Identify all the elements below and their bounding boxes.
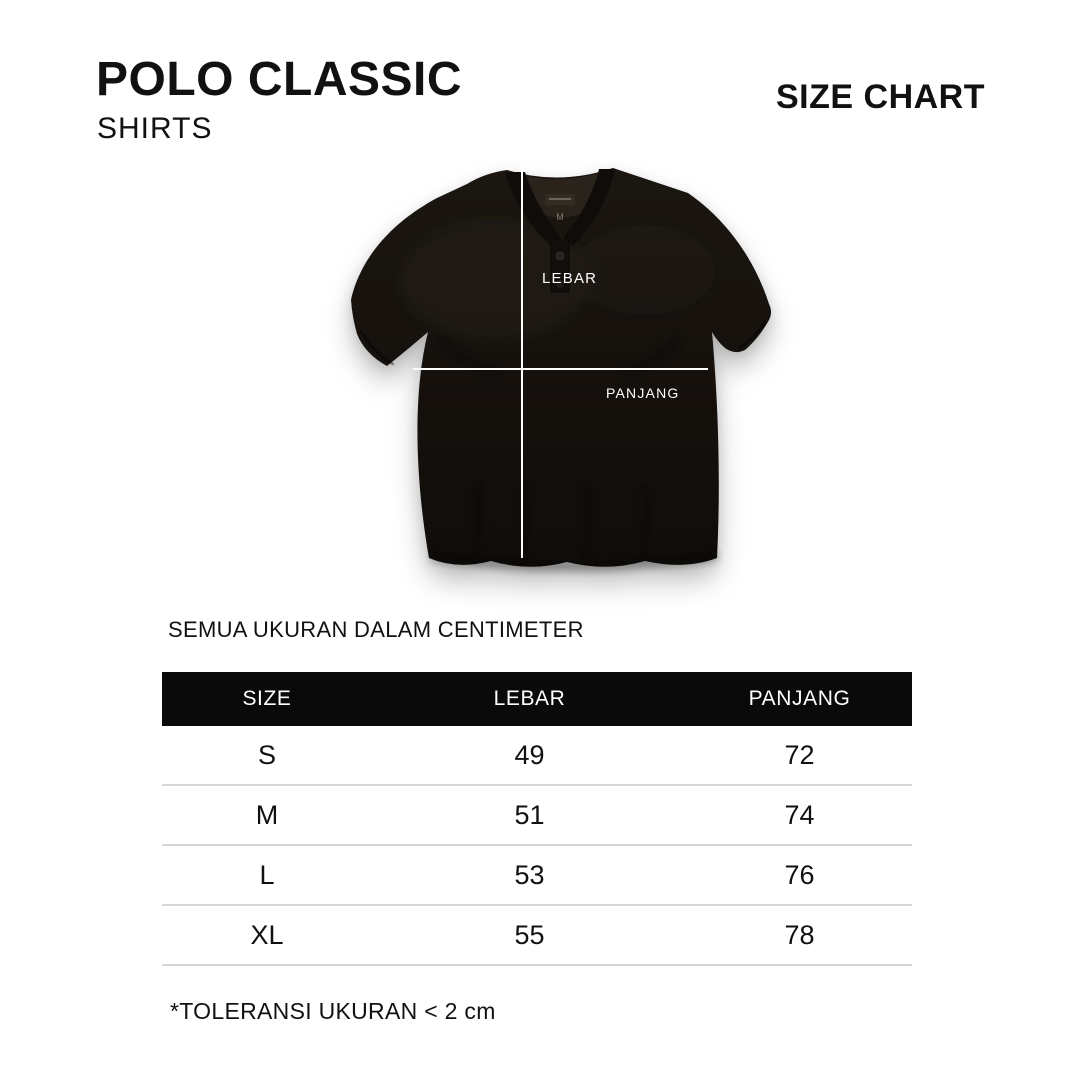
panjang-cell: 72	[784, 739, 815, 770]
collar-size-label: M	[556, 212, 564, 222]
table-caption: SEMUA UKURAN DALAM CENTIMETER	[168, 617, 584, 642]
length-label: PANJANG	[606, 385, 680, 401]
column-header-panjang: PANJANG	[748, 687, 851, 710]
collar-tag-text-line	[549, 198, 571, 200]
page-title: POLO CLASSIC	[96, 53, 463, 106]
table-row: M 51 74	[162, 786, 912, 846]
fabric-highlight	[400, 220, 715, 340]
table-row: L 53 76	[162, 846, 912, 906]
cuff-fold-lines	[359, 320, 767, 366]
size-table: SIZE LEBAR PANJANG S 49 72 M 51 74 L 53 …	[162, 672, 912, 966]
table-row: XL 55 78	[162, 906, 912, 966]
lebar-cell: 51	[514, 799, 545, 830]
lebar-cell: 49	[514, 739, 545, 770]
size-chart-heading: SIZE CHART	[776, 78, 985, 116]
size-cell: XL	[250, 919, 284, 950]
table-row: S 49 72	[162, 726, 912, 786]
length-measure-line	[413, 368, 708, 370]
size-cell: M	[255, 799, 279, 830]
product-photo: M LEB	[345, 160, 775, 610]
tolerance-note: *TOLERANSI UKURAN < 2 cm	[170, 998, 496, 1024]
size-cell: S	[257, 739, 276, 770]
panjang-cell: 74	[784, 799, 815, 830]
panjang-cell: 78	[784, 919, 815, 950]
lebar-cell: 55	[514, 919, 545, 950]
width-label: LEBAR	[542, 270, 598, 287]
collar-flap-left	[505, 172, 561, 246]
polo-button	[554, 250, 566, 262]
collar-flap-right	[563, 169, 615, 246]
table-header-row: SIZE LEBAR PANJANG	[162, 672, 912, 726]
panjang-cell: 76	[784, 859, 815, 890]
column-header-lebar: LEBAR	[493, 687, 566, 710]
lebar-cell: 53	[514, 859, 545, 890]
polo-button	[554, 278, 566, 290]
size-cell: L	[259, 859, 275, 890]
fabric-creases	[430, 336, 718, 571]
page-subtitle: SHIRTS	[97, 112, 213, 145]
width-measure-line	[521, 166, 523, 558]
column-header-size: SIZE	[242, 687, 292, 710]
polo-shirt-image: M	[351, 168, 771, 571]
